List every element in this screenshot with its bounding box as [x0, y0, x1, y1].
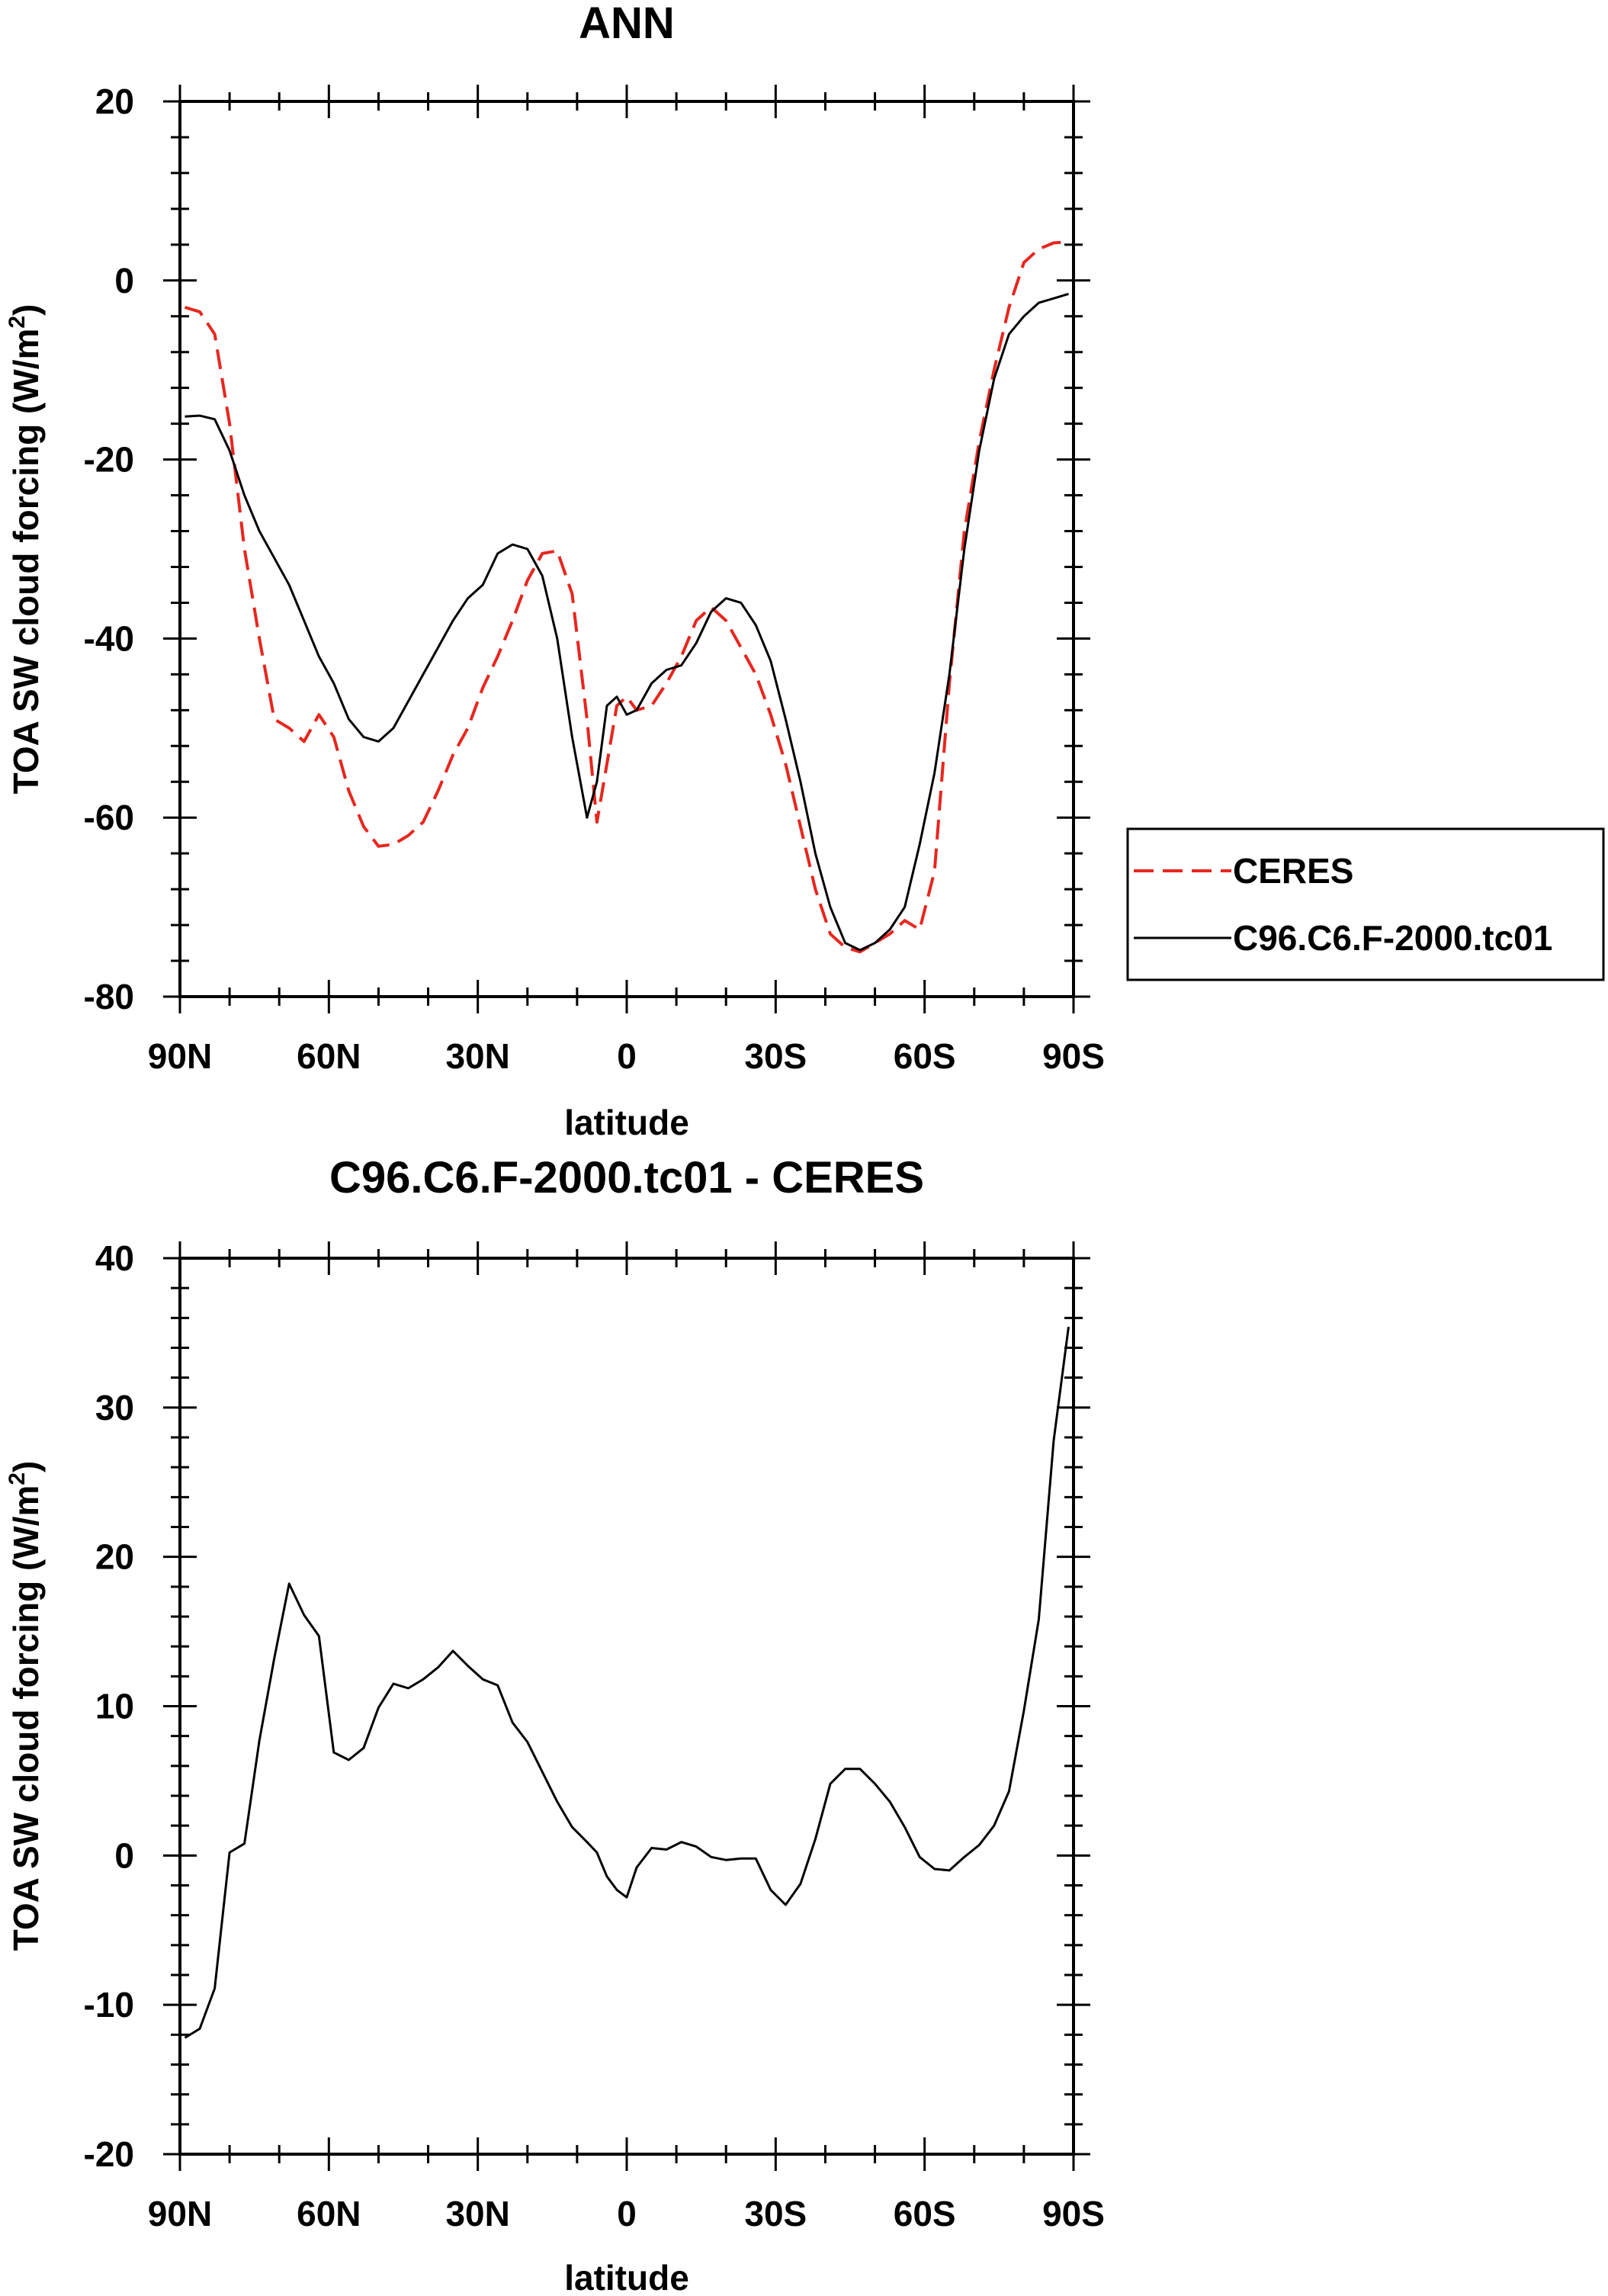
x-axis-label: latitude — [564, 1103, 689, 1142]
y-axis-label: TOA SW cloud forcing (W/m2) — [5, 1461, 46, 1951]
axis-ticks — [163, 85, 1090, 1013]
y-axis-label-suffix: ) — [6, 304, 46, 316]
series-line-ceres — [184, 240, 1069, 954]
y-tick-labels: -80 -60 -40 -20 0 20 — [84, 82, 134, 1016]
y-tick-label: -80 — [84, 977, 134, 1016]
legend-label-ceres: CERES — [1233, 851, 1353, 891]
x-tick-label: 60S — [894, 2194, 956, 2233]
x-tick-label: 90N — [148, 2194, 212, 2233]
y-axis-label: TOA SW cloud forcing (W/m2) — [5, 304, 46, 795]
x-tick-label: 90S — [1042, 2194, 1105, 2233]
axis-ticks — [163, 1241, 1090, 2171]
x-tick-label: 90S — [1042, 1036, 1105, 1076]
y-tick-label: 30 — [95, 1388, 134, 1427]
y-tick-label: -20 — [84, 440, 134, 480]
x-tick-label: 60N — [297, 1036, 361, 1076]
x-tick-label: 60N — [297, 2194, 361, 2233]
series-line-c96-c6-f-2000-tc01 — [185, 292, 1069, 952]
x-tick-labels: 90N 60N 30N 0 30S 60S 90S — [148, 1036, 1105, 1076]
x-axis-label: latitude — [564, 2258, 689, 2296]
y-tick-label: 20 — [95, 82, 134, 121]
series-layer — [184, 240, 1069, 954]
x-tick-label: 30S — [744, 2194, 807, 2233]
y-tick-label: 10 — [95, 1687, 134, 1726]
legend: CERES C96.C6.F-2000.tc01 — [1126, 827, 1605, 981]
x-tick-label: 0 — [617, 2194, 637, 2233]
plot-frame — [178, 100, 1075, 998]
plot-frame — [178, 1257, 1075, 2156]
y-tick-label: -20 — [84, 2134, 134, 2174]
x-tick-label: 30N — [445, 1036, 509, 1076]
y-tick-labels: -20 -10 0 10 20 30 40 — [84, 1238, 134, 2174]
chart-title: ANN — [579, 0, 675, 48]
y-tick-label: 0 — [114, 261, 134, 300]
y-axis-label-superscript: 2 — [5, 316, 30, 329]
x-tick-label: 90N — [148, 1036, 212, 1076]
x-tick-labels: 90N 60N 30N 0 30S 60S 90S — [148, 2194, 1105, 2233]
x-tick-label: 0 — [617, 1036, 637, 1076]
legend-box — [1126, 827, 1605, 981]
y-axis-label-superscript: 2 — [5, 1472, 30, 1485]
x-tick-label: 30N — [445, 2194, 509, 2233]
y-tick-label: -60 — [84, 798, 134, 837]
y-axis-label-text: TOA SW cloud forcing (W/m — [6, 1485, 46, 1951]
y-tick-label: 0 — [114, 1835, 134, 1875]
y-tick-label: 40 — [95, 1238, 134, 1278]
y-tick-label: 20 — [95, 1537, 134, 1577]
y-axis-label-suffix: ) — [6, 1461, 46, 1472]
series-layer — [184, 1326, 1070, 2039]
chart-title: C96.C6.F-2000.tc01 - CERES — [329, 1153, 924, 1203]
series-line-c96-c6-f-2000-tc01-ceres — [184, 1326, 1070, 2039]
y-axis-label-text: TOA SW cloud forcing (W/m — [6, 329, 46, 795]
legend-label-model: C96.C6.F-2000.tc01 — [1233, 918, 1552, 958]
y-tick-label: -10 — [84, 1985, 134, 2025]
y-tick-label: -40 — [84, 618, 134, 658]
x-tick-label: 60S — [894, 1036, 956, 1076]
bottom-chart: C96.C6.F-2000.tc01 - CERES -20-100102030… — [5, 1153, 1105, 2296]
x-tick-label: 30S — [744, 1036, 807, 1076]
